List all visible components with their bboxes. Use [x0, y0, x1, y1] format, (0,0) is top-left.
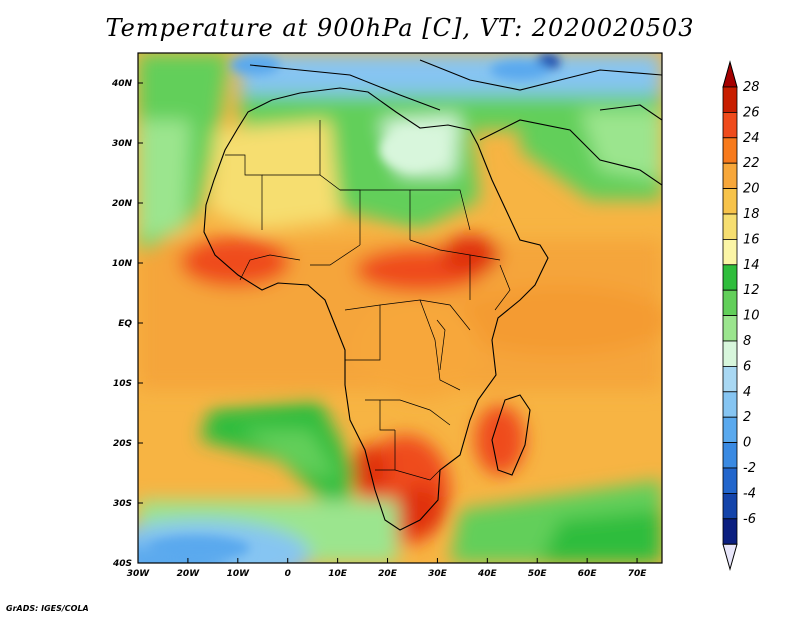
- colorbar-label: -4: [743, 486, 756, 501]
- colorbar-swatch: [722, 365, 738, 393]
- colorbar-label: 22: [743, 156, 760, 171]
- y-axis: 40N 30N 20N 10N EQ 10S 20S 30S 40S: [111, 79, 143, 569]
- colorbar-swatch: [722, 213, 738, 240]
- colorbar-swatch: [722, 86, 738, 113]
- y-tick-label: 30S: [113, 499, 132, 509]
- colorbar-label: 10: [743, 309, 760, 324]
- x-tick-label: 70E: [628, 569, 648, 579]
- colorbar-swatch: [722, 238, 738, 266]
- colorbar-label: -6: [743, 512, 756, 527]
- y-tick-label: 30N: [112, 139, 133, 149]
- x-tick-label: 10E: [328, 569, 348, 579]
- colorbar-label: 12: [743, 283, 760, 298]
- x-tick-label: 10W: [227, 569, 251, 579]
- colorbar-swatch: [722, 289, 738, 317]
- colorbar-label: 26: [743, 105, 760, 120]
- colorbar-swatch: [722, 112, 738, 139]
- colorbar-label: 14: [743, 258, 760, 273]
- x-tick-label: 30E: [428, 569, 448, 579]
- map-frame: [137, 52, 663, 564]
- y-tick-label: 40N: [111, 79, 133, 89]
- colorbar-swatch: [722, 188, 738, 215]
- temperature-field: [138, 53, 662, 563]
- colorbar-swatch: [722, 391, 738, 418]
- colorbar-label: 28: [743, 80, 760, 95]
- colorbar-swatch: [722, 315, 738, 342]
- x-tick-label: 20E: [378, 569, 398, 579]
- map-title: Temperature at 900hPa [C], VT: 202002050…: [105, 14, 695, 42]
- colorbar-swatch: [722, 467, 738, 494]
- colorbar-label: 18: [743, 207, 760, 222]
- x-axis: 30W 20W 10W 0 10E 20E 30E 40E 50E 60E 70E: [127, 558, 647, 579]
- y-tick-label: 10S: [113, 379, 132, 389]
- colorbar-over-arrow: [722, 60, 738, 88]
- y-tick-label: 40S: [112, 559, 132, 569]
- colorbar-swatch: [722, 264, 738, 291]
- x-tick-label: 20W: [177, 569, 201, 579]
- country-borders: [225, 120, 511, 481]
- coastlines: [203, 59, 662, 531]
- colorbar-swatch: [722, 492, 738, 520]
- colorbar-label: 20: [743, 182, 760, 197]
- y-tick-label: 20N: [112, 199, 133, 209]
- credit-text: GrADS: IGES/COLA: [6, 604, 89, 613]
- colorbar-swatch: [722, 340, 738, 367]
- x-tick-label: 40E: [477, 569, 498, 579]
- colorbar-label: 2: [743, 410, 751, 425]
- colorbar-label: -2: [743, 461, 756, 476]
- colorbar-label: 8: [743, 334, 751, 349]
- colorbar-label: 0: [743, 436, 751, 451]
- colorbar-label: 6: [743, 359, 751, 374]
- colorbar-under-arrow: [722, 543, 738, 572]
- colorbar-swatch: [722, 137, 738, 164]
- x-tick-label: 60E: [578, 569, 598, 579]
- y-tick-label: 20S: [113, 439, 132, 449]
- colorbar-swatch: [722, 162, 738, 189]
- y-tick-label: EQ: [118, 319, 132, 329]
- colorbar-swatch: [722, 518, 738, 545]
- colorbar-swatch: [722, 442, 738, 469]
- x-tick-label: 50E: [528, 569, 548, 579]
- x-tick-label: 0: [285, 569, 291, 579]
- colorbar-label: 4: [743, 385, 751, 400]
- y-tick-label: 10N: [112, 259, 133, 269]
- colorbar-label: 16: [743, 232, 760, 247]
- x-tick-label: 30W: [127, 569, 151, 579]
- colorbar-swatch: [722, 416, 738, 444]
- colorbar-label: 24: [743, 131, 760, 146]
